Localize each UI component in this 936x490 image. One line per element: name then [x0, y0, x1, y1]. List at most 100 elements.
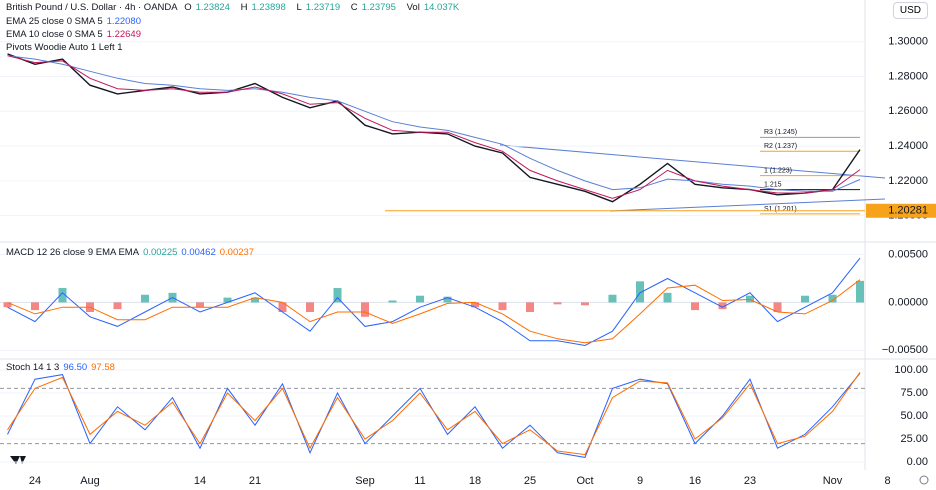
x-tick-label: 24: [29, 475, 41, 487]
y-tick-label: 100.00: [894, 364, 928, 376]
x-tick-label: 21: [249, 475, 261, 487]
legend-value: 1.22649: [106, 29, 141, 40]
x-tick-label: 18: [469, 475, 481, 487]
histogram-bar: [471, 302, 479, 308]
price-label: 1.20281: [888, 205, 928, 217]
legend-label: Stoch 14 1 3: [6, 362, 60, 373]
y-tick-label: 0.00: [907, 456, 928, 468]
pivot-label: S1 (1.201): [764, 206, 797, 213]
series-line: [7, 257, 861, 347]
x-tick-label: Sep: [355, 475, 375, 487]
histogram-bar: [581, 302, 589, 306]
histogram-bar: [113, 302, 122, 310]
price-label-box: [866, 203, 936, 218]
histogram-bar: [333, 288, 342, 303]
legend-value: 0.00225: [143, 247, 178, 258]
histogram-bar: [3, 302, 12, 308]
y-tick-label: 1.30000: [888, 36, 928, 48]
pivot-label: R3 (1.245): [764, 129, 797, 136]
pivot-label: 1.215: [764, 181, 782, 188]
histogram-bar: [718, 302, 727, 310]
histogram-bar: [416, 295, 424, 303]
ohlc: L 1.23719: [296, 2, 344, 13]
symbol-title: British Pound / U.S. Dollar · 4h · OANDA: [6, 2, 178, 13]
legend-label: MACD 12 26 close 9 EMA EMA: [6, 247, 140, 258]
histogram-bar: [306, 302, 314, 312]
histogram-bar: [388, 300, 397, 303]
legend-label: Pivots Woodie Auto 1 Left 1: [6, 42, 123, 53]
legend-value: 1.22080: [106, 16, 141, 27]
ohlc-value: 1.23898: [251, 2, 286, 13]
histogram-bar: [196, 302, 204, 308]
ohlc: H 1.23898: [241, 2, 290, 13]
y-tick-label: 1.26000: [888, 105, 928, 117]
pivot-label: R2 (1.237): [764, 143, 797, 150]
y-tick-label: −0.00500: [882, 344, 928, 356]
ohlc-value: 1.23824: [195, 2, 230, 13]
histogram-bar: [443, 296, 452, 303]
histogram-bar: [663, 292, 672, 303]
pivot-label: 1 (1.223): [764, 167, 792, 174]
stoch-legend: Stoch 14 1 3 96.50 97.58: [6, 362, 119, 373]
series-line: [7, 372, 861, 456]
histogram-bar: [691, 302, 699, 311]
ohlc-value: 1.23719: [305, 2, 341, 13]
x-tick-label: 9: [637, 475, 643, 487]
x-tick-label: Aug: [80, 475, 100, 487]
histogram-bar: [223, 297, 232, 303]
legend-label: EMA 25 close 0 SMA 5: [6, 16, 103, 27]
ohlc-value: 1.23795: [361, 2, 396, 13]
macd-legend: MACD 12 26 close 9 EMA EMA 0.00225 0.00462…: [6, 247, 258, 258]
histogram-bar: [141, 294, 149, 303]
logo: [10, 456, 26, 464]
ohlc-label: L: [296, 2, 302, 13]
histogram-bar: [773, 302, 782, 312]
y-tick-label: 25.00: [900, 433, 928, 445]
histogram-bar: [801, 295, 809, 303]
x-tick-label: 23: [744, 475, 756, 487]
histogram-bar: [526, 302, 534, 312]
ohlc: O 1.23824: [184, 2, 234, 13]
x-tick-label: 11: [414, 475, 425, 487]
y-tick-label: 1.22000: [888, 175, 928, 187]
currency-button[interactable]: USD: [892, 2, 928, 19]
ohlc: Vol 14.037K: [407, 2, 464, 13]
ohlc-value: 14.037K: [423, 2, 460, 13]
x-tick-label: 8: [884, 475, 890, 487]
ohlc-label: O: [184, 2, 192, 13]
histogram-bar: [251, 297, 259, 303]
legend-entry: EMA 25 close 0 SMA 5 1.22080: [6, 16, 145, 27]
histogram-bar: [278, 302, 287, 312]
x-tick-label: Oct: [576, 475, 593, 487]
legend-value: 0.00462: [181, 247, 216, 258]
ohlc-label: H: [240, 2, 248, 13]
histogram-bar: [636, 281, 644, 303]
series-line: [7, 55, 861, 192]
histogram-bar: [828, 294, 837, 303]
y-tick-label: 0.00000: [888, 296, 928, 308]
legend-entry: EMA 10 close 0 SMA 5 1.22649: [6, 29, 145, 40]
trendline: [609, 198, 886, 212]
histogram-bar: [58, 288, 67, 303]
histogram-bar: [361, 302, 369, 317]
x-tick-label: 25: [524, 475, 536, 487]
series-line: [7, 372, 861, 458]
legend-value: 0.00237: [219, 247, 255, 258]
y-tick-label: 50.00: [900, 410, 928, 422]
y-tick-label: 1.24000: [888, 140, 928, 152]
series-line: [7, 279, 861, 344]
legend-value: 96.50: [63, 362, 88, 373]
series-line: [7, 55, 861, 199]
histogram-bar: [608, 294, 617, 303]
ohlc-label: C: [350, 2, 358, 13]
ohlc: C 1.23795: [351, 2, 400, 13]
legend-label: EMA 10 close 0 SMA 5: [6, 29, 103, 40]
legend-value: 97.58: [91, 362, 115, 373]
ohlc-label: Vol: [406, 2, 420, 13]
price-legend: British Pound / U.S. Dollar · 4h · OANDA…: [6, 2, 467, 13]
settings-icon[interactable]: [919, 475, 929, 485]
x-tick-label: 16: [689, 475, 701, 487]
x-tick-label: Nov: [823, 475, 843, 487]
